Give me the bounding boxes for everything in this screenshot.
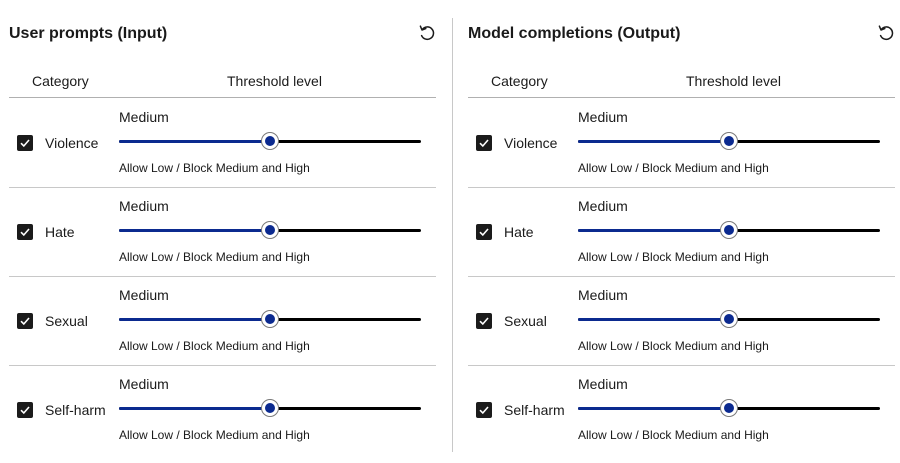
filter-row-hate: Hate Medium Allow Low / Block Medium and… xyxy=(468,187,895,277)
filter-row-sexual: Sexual Medium Allow Low / Block Medium a… xyxy=(9,276,436,366)
checkmark-icon xyxy=(20,317,30,326)
input-reset-button[interactable] xyxy=(416,22,438,44)
column-header-category: Category xyxy=(32,73,89,89)
hate-threshold-slider[interactable] xyxy=(578,221,880,241)
sexual-threshold-slider[interactable] xyxy=(119,310,421,330)
sexual-checkbox[interactable] xyxy=(476,313,492,329)
slider-fill xyxy=(578,407,729,410)
category-label: Sexual xyxy=(504,313,547,329)
category-label: Self-harm xyxy=(504,402,565,418)
checkmark-icon xyxy=(479,228,489,237)
threshold-description: Allow Low / Block Medium and High xyxy=(578,428,769,442)
threshold-description: Allow Low / Block Medium and High xyxy=(119,428,310,442)
category-label: Self-harm xyxy=(45,402,106,418)
header-divider xyxy=(468,97,895,98)
checkmark-icon xyxy=(479,317,489,326)
threshold-level-label: Medium xyxy=(578,287,628,303)
slider-thumb[interactable] xyxy=(720,132,738,150)
input-panel-title: User prompts (Input) xyxy=(9,25,168,42)
violence-threshold-slider[interactable] xyxy=(119,132,421,152)
panel-divider xyxy=(452,18,453,452)
column-header-category: Category xyxy=(491,73,548,89)
threshold-level-label: Medium xyxy=(578,109,628,125)
header-divider xyxy=(9,97,436,98)
category-label: Violence xyxy=(504,135,558,151)
threshold-level-label: Medium xyxy=(578,376,628,392)
slider-thumb[interactable] xyxy=(261,310,279,328)
slider-fill xyxy=(119,229,270,232)
hate-checkbox[interactable] xyxy=(476,224,492,240)
slider-fill xyxy=(119,407,270,410)
slider-thumb[interactable] xyxy=(261,132,279,150)
threshold-level-label: Medium xyxy=(119,109,169,125)
filter-row-violence: Violence Medium Allow Low / Block Medium… xyxy=(9,98,436,188)
category-label: Sexual xyxy=(45,313,88,329)
violence-threshold-slider[interactable] xyxy=(578,132,880,152)
threshold-level-label: Medium xyxy=(119,198,169,214)
threshold-description: Allow Low / Block Medium and High xyxy=(578,339,769,353)
column-header-threshold: Threshold level xyxy=(686,73,781,89)
self-harm-checkbox[interactable] xyxy=(476,402,492,418)
self-harm-threshold-slider[interactable] xyxy=(119,399,421,419)
slider-thumb[interactable] xyxy=(720,399,738,417)
threshold-level-label: Medium xyxy=(578,198,628,214)
threshold-description: Allow Low / Block Medium and High xyxy=(578,250,769,264)
category-label: Violence xyxy=(45,135,99,151)
input-filter-panel: User prompts (Input) Category Threshold … xyxy=(9,0,436,463)
slider-fill xyxy=(119,140,270,143)
slider-fill xyxy=(578,318,729,321)
column-header-threshold: Threshold level xyxy=(227,73,322,89)
reset-icon xyxy=(419,25,435,41)
output-reset-button[interactable] xyxy=(875,22,897,44)
hate-checkbox[interactable] xyxy=(17,224,33,240)
self-harm-threshold-slider[interactable] xyxy=(578,399,880,419)
slider-thumb[interactable] xyxy=(261,221,279,239)
slider-fill xyxy=(578,140,729,143)
checkmark-icon xyxy=(479,139,489,148)
threshold-description: Allow Low / Block Medium and High xyxy=(119,339,310,353)
filter-row-sexual: Sexual Medium Allow Low / Block Medium a… xyxy=(468,276,895,366)
slider-fill xyxy=(119,318,270,321)
category-label: Hate xyxy=(504,224,534,240)
violence-checkbox[interactable] xyxy=(476,135,492,151)
checkmark-icon xyxy=(20,228,30,237)
checkmark-icon xyxy=(20,406,30,415)
slider-thumb[interactable] xyxy=(261,399,279,417)
violence-checkbox[interactable] xyxy=(17,135,33,151)
threshold-level-label: Medium xyxy=(119,376,169,392)
output-filter-panel: Model completions (Output) Category Thre… xyxy=(468,0,895,463)
slider-fill xyxy=(578,229,729,232)
filter-row-self-harm: Self-harm Medium Allow Low / Block Mediu… xyxy=(468,365,895,454)
sexual-checkbox[interactable] xyxy=(17,313,33,329)
threshold-level-label: Medium xyxy=(119,287,169,303)
threshold-description: Allow Low / Block Medium and High xyxy=(119,161,310,175)
hate-threshold-slider[interactable] xyxy=(119,221,421,241)
slider-thumb[interactable] xyxy=(720,221,738,239)
threshold-description: Allow Low / Block Medium and High xyxy=(578,161,769,175)
checkmark-icon xyxy=(20,139,30,148)
self-harm-checkbox[interactable] xyxy=(17,402,33,418)
category-label: Hate xyxy=(45,224,75,240)
filter-row-hate: Hate Medium Allow Low / Block Medium and… xyxy=(9,187,436,277)
filter-row-violence: Violence Medium Allow Low / Block Medium… xyxy=(468,98,895,188)
output-panel-title: Model completions (Output) xyxy=(468,25,681,42)
sexual-threshold-slider[interactable] xyxy=(578,310,880,330)
threshold-description: Allow Low / Block Medium and High xyxy=(119,250,310,264)
slider-thumb[interactable] xyxy=(720,310,738,328)
reset-icon xyxy=(878,25,894,41)
checkmark-icon xyxy=(479,406,489,415)
filter-row-self-harm: Self-harm Medium Allow Low / Block Mediu… xyxy=(9,365,436,454)
